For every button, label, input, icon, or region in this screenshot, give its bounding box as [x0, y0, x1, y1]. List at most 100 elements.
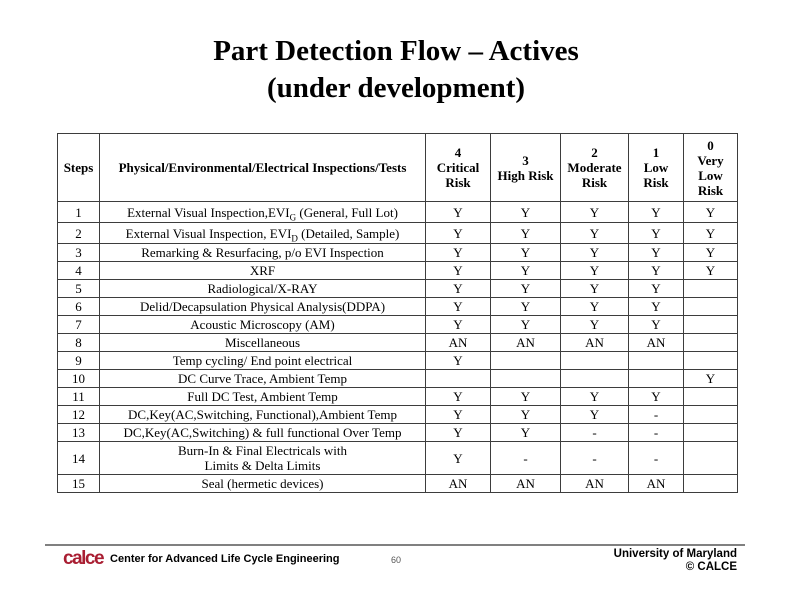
- risk-value-cell: Y: [628, 201, 684, 223]
- risk-value-cell: Y: [683, 243, 738, 262]
- risk-value-cell: Y: [425, 261, 491, 280]
- risk-number: 2: [591, 145, 598, 160]
- footer-org-name: Center for Advanced Life Cycle Engineeri…: [110, 553, 340, 565]
- step-cell: 14: [57, 441, 100, 475]
- table-header-row: Steps Physical/Environmental/Electrical …: [57, 133, 738, 202]
- risk-label: Critical Risk: [436, 160, 480, 190]
- table-row: 15 Seal (hermetic devices) AN AN AN AN: [57, 474, 738, 493]
- risk-value-cell: [490, 369, 561, 388]
- risk-value-cell: Y: [628, 315, 684, 334]
- risk-value-cell: Y: [490, 243, 561, 262]
- step-cell: 10: [57, 369, 100, 388]
- risk-number: 1: [652, 145, 660, 160]
- risk-value-cell: [683, 405, 738, 424]
- step-cell: 1: [57, 201, 100, 223]
- description-cell: Acoustic Microscopy (AM): [99, 315, 426, 334]
- risk-label: High Risk: [497, 167, 554, 183]
- risk-value-cell: -: [490, 441, 561, 475]
- risk-value-cell: [683, 441, 738, 475]
- risk-value-cell: [683, 279, 738, 298]
- risk-value-cell: -: [560, 423, 629, 442]
- risk-value-cell: Y: [560, 243, 629, 262]
- risk-value-cell: Y: [490, 261, 561, 280]
- risk-value-cell: Y: [560, 261, 629, 280]
- col-header-critical-risk: 4 Critical Risk: [425, 133, 491, 202]
- risk-value-cell: -: [628, 423, 684, 442]
- risk-value-cell: [628, 369, 684, 388]
- risk-value-cell: -: [628, 405, 684, 424]
- risk-value-cell: Y: [425, 201, 491, 223]
- risk-value-cell: Y: [490, 387, 561, 406]
- risk-label: Moderate Risk: [567, 160, 622, 190]
- slide-title: Part Detection Flow – Actives (under dev…: [0, 33, 792, 107]
- risk-value-cell: Y: [683, 201, 738, 223]
- description-cell: Miscellaneous: [99, 333, 426, 352]
- risk-value-cell: [683, 297, 738, 316]
- footer-university: University of Maryland: [613, 548, 737, 560]
- col-header-low-risk: 1 Low Risk: [628, 133, 684, 202]
- risk-value-cell: [490, 351, 561, 370]
- risk-value-cell: Y: [628, 387, 684, 406]
- description-cell: DC Curve Trace, Ambient Temp: [99, 369, 426, 388]
- table-row: 2 External Visual Inspection, EVID (Detai…: [57, 222, 738, 244]
- description-cell: Radiological/X-RAY: [99, 279, 426, 298]
- risk-value-cell: Y: [425, 423, 491, 442]
- footer-right: University of Maryland © CALCE: [614, 548, 737, 574]
- risk-value-cell: Y: [490, 315, 561, 334]
- risk-label: Very Low Risk: [697, 152, 724, 198]
- col-header-high-risk: 3 High Risk: [490, 133, 561, 202]
- risk-value-cell: [683, 423, 738, 442]
- risk-value-cell: AN: [425, 474, 491, 493]
- risk-value-cell: Y: [560, 279, 629, 298]
- table-row: 1 External Visual Inspection,EVIG (Genera…: [57, 201, 738, 223]
- table-row: 14 Burn-In & Final Electricals with Limits…: [57, 441, 738, 475]
- risk-value-cell: AN: [560, 333, 629, 352]
- risk-value-cell: Y: [425, 297, 491, 316]
- risk-value-cell: [560, 369, 629, 388]
- risk-value-cell: Y: [490, 405, 561, 424]
- description-cell: DC,Key(AC,Switching) & full functional O…: [99, 423, 426, 442]
- step-cell: 2: [57, 222, 100, 244]
- table-row: 6 Delid/Decapsulation Physical Analysis(D…: [57, 297, 738, 316]
- step-cell: 13: [57, 423, 100, 442]
- description-cell: Remarking & Resurfacing, p/o EVI Inspect…: [99, 243, 426, 262]
- risk-value-cell: Y: [425, 405, 491, 424]
- risk-value-cell: -: [560, 441, 629, 475]
- col-header-very-low-risk: 0 Very Low Risk: [683, 133, 738, 202]
- subscript: D: [291, 233, 298, 244]
- step-cell: 12: [57, 405, 100, 424]
- risk-value-cell: Y: [425, 279, 491, 298]
- col-header-description: Physical/Environmental/Electrical Inspec…: [99, 133, 426, 202]
- description-cell: External Visual Inspection,EVIG (General…: [99, 201, 426, 223]
- risk-value-cell: Y: [490, 279, 561, 298]
- footer-left: calce Center for Advanced Life Cycle Eng…: [63, 549, 340, 568]
- risk-value-cell: AN: [490, 333, 561, 352]
- risk-value-cell: AN: [490, 474, 561, 493]
- risk-value-cell: Y: [490, 423, 561, 442]
- risk-value-cell: Y: [490, 222, 561, 244]
- risk-value-cell: Y: [628, 261, 684, 280]
- risk-number: 0: [707, 137, 714, 153]
- step-cell: 9: [57, 351, 100, 370]
- risk-value-cell: [683, 387, 738, 406]
- risk-value-cell: [683, 474, 738, 493]
- description-cell: Temp cycling/ End point electrical: [99, 351, 426, 370]
- risk-value-cell: AN: [628, 333, 684, 352]
- risk-value-cell: Y: [628, 243, 684, 262]
- page-number: 60: [390, 555, 401, 565]
- step-cell: 11: [57, 387, 100, 406]
- risk-value-cell: Y: [560, 201, 629, 223]
- risk-number: 3: [522, 152, 529, 168]
- description-cell: External Visual Inspection, EVID (Detail…: [99, 222, 426, 244]
- step-cell: 4: [57, 261, 100, 280]
- footer-copyright: © CALCE: [685, 561, 737, 573]
- table-row: 3 Remarking & Resurfacing, p/o EVI Inspec…: [57, 243, 738, 262]
- inspection-table: Steps Physical/Environmental/Electrical …: [57, 133, 738, 493]
- risk-value-cell: Y: [560, 405, 629, 424]
- footer-divider: [45, 544, 745, 546]
- table-row: 12 DC,Key(AC,Switching, Functional),Ambie…: [57, 405, 738, 424]
- step-cell: 5: [57, 279, 100, 298]
- risk-value-cell: Y: [628, 222, 684, 244]
- step-cell: 6: [57, 297, 100, 316]
- description-cell: Full DC Test, Ambient Temp: [99, 387, 426, 406]
